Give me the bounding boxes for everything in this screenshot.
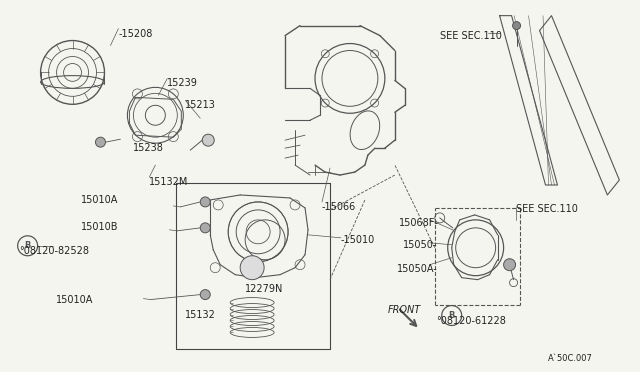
Circle shape xyxy=(200,197,210,207)
Text: B: B xyxy=(24,241,31,250)
Circle shape xyxy=(200,290,210,299)
Text: 15050A-: 15050A- xyxy=(397,264,438,274)
Circle shape xyxy=(240,256,264,280)
Text: 15050-: 15050- xyxy=(403,240,437,250)
Circle shape xyxy=(504,259,516,271)
Circle shape xyxy=(95,137,106,147)
Text: SEE SEC.110: SEE SEC.110 xyxy=(516,204,577,214)
Circle shape xyxy=(202,134,214,146)
Text: 15132M: 15132M xyxy=(149,177,189,187)
Text: 15068F-: 15068F- xyxy=(399,218,438,228)
Text: -15010: -15010 xyxy=(341,235,375,245)
Text: A`50C.007: A`50C.007 xyxy=(547,355,593,363)
Text: B: B xyxy=(449,311,455,320)
Circle shape xyxy=(513,22,520,30)
Circle shape xyxy=(200,223,210,233)
Text: °08120-82528: °08120-82528 xyxy=(19,246,89,256)
Text: 15239: 15239 xyxy=(167,78,198,89)
Text: 15010A: 15010A xyxy=(81,195,118,205)
Text: 15238: 15238 xyxy=(133,143,164,153)
Text: 15132: 15132 xyxy=(186,310,216,320)
Text: SEE SEC.110: SEE SEC.110 xyxy=(440,31,502,41)
Text: FRONT: FRONT xyxy=(388,305,421,315)
Text: °08120-61228: °08120-61228 xyxy=(436,315,506,326)
Text: -15208: -15208 xyxy=(118,29,153,39)
Text: 12279N: 12279N xyxy=(245,283,284,294)
Text: -15066: -15066 xyxy=(322,202,356,212)
Text: 15010A: 15010A xyxy=(56,295,93,305)
Text: 15213: 15213 xyxy=(186,100,216,110)
Text: 15010B: 15010B xyxy=(81,222,118,232)
